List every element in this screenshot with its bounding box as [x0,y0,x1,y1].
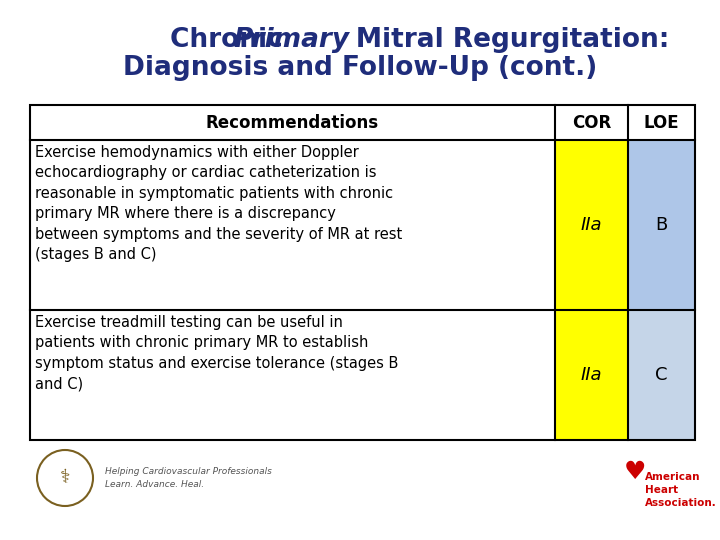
Text: Exercise hemodynamics with either Doppler
echocardiography or cardiac catheteriz: Exercise hemodynamics with either Dopple… [35,145,402,262]
Text: C: C [655,366,667,384]
Text: American
Heart
Association.: American Heart Association. [645,472,716,508]
Text: IIa: IIa [581,366,602,384]
Bar [30,105,695,440]
Bar [30,105,695,440]
Bar [628,140,695,310]
Text: IIa: IIa [581,216,602,234]
Text: LOE: LOE [644,113,679,132]
Text: Recommendations: Recommendations [206,113,379,132]
Text: Primary: Primary [234,27,350,53]
Text: ♥: ♥ [624,460,646,484]
Bar [555,310,628,440]
Text: ⚕: ⚕ [60,469,71,488]
Text: Chronic: Chronic [170,27,292,53]
Bar [628,310,695,440]
Bar [555,140,628,310]
Text: Diagnosis and Follow-Up (cont.): Diagnosis and Follow-Up (cont.) [123,55,597,81]
Text: Helping Cardiovascular Professionals
Learn. Advance. Heal.: Helping Cardiovascular Professionals Lea… [105,467,272,489]
Text: Mitral Regurgitation:: Mitral Regurgitation: [292,27,670,53]
Text: B: B [655,216,667,234]
Text: Exercise treadmill testing can be useful in
patients with chronic primary MR to : Exercise treadmill testing can be useful… [35,315,398,391]
Text: COR: COR [572,113,611,132]
